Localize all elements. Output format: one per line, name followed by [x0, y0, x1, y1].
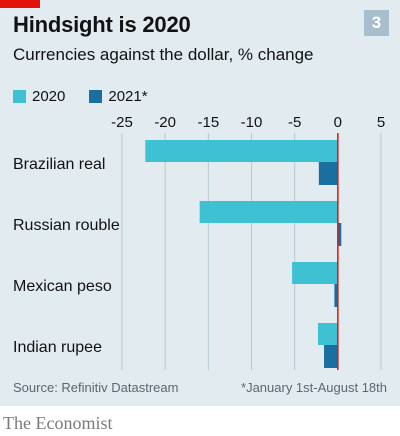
category-label: Indian rupee — [13, 339, 102, 356]
footnote: *January 1st-August 18th — [241, 380, 387, 395]
bar-2020-3 — [317, 323, 338, 345]
legend-item-2020: 2020 — [13, 88, 65, 105]
source-note: Source: Refinitiv Datastream — [13, 380, 179, 395]
bar-2020-0 — [145, 140, 338, 162]
category-label: Brazilian real — [13, 156, 105, 173]
bar-chart: -25 -20 -15 -10 -5 0 5 Brazilian real Russian ro… — [13, 114, 385, 370]
x-tick-label--15: -15 — [197, 114, 219, 131]
bar-2021-2 — [334, 284, 338, 307]
legend-label-2020: 2020 — [32, 87, 66, 105]
chart-title: Hindsight is 2020 — [13, 12, 191, 37]
bar-2021-3 — [324, 345, 338, 368]
chart-subtitle: Currencies against the dollar, % change — [13, 45, 314, 64]
x-tick-label--25: -25 — [111, 114, 133, 131]
bar-2021-0 — [318, 162, 338, 185]
x-tick-label--10: -10 — [241, 114, 263, 131]
legend-item-2021: 2021* — [89, 87, 148, 105]
bar-2021-1 — [337, 223, 342, 246]
legend: 2020 2021* — [13, 86, 172, 106]
legend-label-2021: 2021* — [108, 87, 148, 105]
brand-wordmark: The Economist — [3, 413, 113, 433]
bar-2020-1 — [199, 201, 338, 223]
legend-swatch-2021 — [89, 89, 103, 103]
category-label: Russian rouble — [13, 217, 120, 234]
legend-swatch-2020 — [13, 89, 26, 103]
x-tick-label--20: -20 — [154, 114, 176, 131]
x-tick-label-5: 5 — [377, 114, 385, 131]
category-label: Mexican peso — [13, 278, 112, 295]
chart-number-badge: 3 — [364, 10, 389, 36]
x-tick-label--5: -5 — [288, 114, 301, 131]
x-tick-label-0: 0 — [334, 114, 342, 131]
bar-2020-2 — [292, 262, 338, 284]
brand-red-tag — [0, 0, 40, 8]
